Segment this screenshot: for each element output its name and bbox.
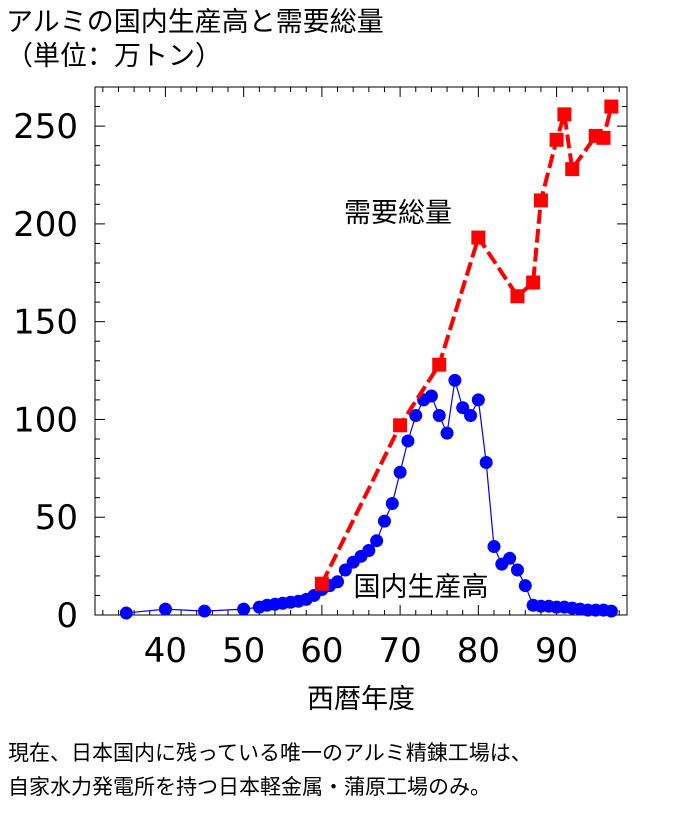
production-point xyxy=(518,579,532,593)
demand-point xyxy=(549,132,564,147)
series-line-demand xyxy=(320,106,614,585)
title-line-1: アルミの国内生産高と需要総量 xyxy=(6,7,384,38)
production-point xyxy=(393,465,407,479)
x-tick-label: 80 xyxy=(457,631,500,671)
production-point xyxy=(440,426,454,440)
y-tick-label: 50 xyxy=(35,498,78,538)
series-label-production: 国内生産高 xyxy=(354,572,489,603)
caption-line-2: 自家水力発電所を持つ日本軽金属・蒲原工場のみ。 xyxy=(8,775,491,799)
production-point xyxy=(479,455,493,469)
demand-point xyxy=(510,289,525,304)
x-tick-label: 50 xyxy=(222,631,265,671)
production-point xyxy=(503,551,517,565)
demand-point xyxy=(533,193,548,208)
production-point xyxy=(510,563,524,577)
y-tick-label: 150 xyxy=(13,303,78,343)
production-point xyxy=(370,534,384,548)
y-tick-label: 0 xyxy=(56,596,78,636)
demand-point xyxy=(557,107,572,122)
x-tick-label: 40 xyxy=(144,631,187,671)
x-tick-label: 60 xyxy=(300,631,343,671)
production-point xyxy=(385,497,399,511)
production-point xyxy=(331,575,345,589)
demand-point xyxy=(604,99,619,114)
production-point xyxy=(362,543,376,557)
plot-frame xyxy=(94,86,628,616)
demand-point xyxy=(526,275,541,290)
production-point xyxy=(237,602,251,616)
production-point xyxy=(432,409,446,423)
production-point xyxy=(119,606,133,620)
demand-point xyxy=(596,130,611,145)
x-axis-label: 西暦年度 xyxy=(307,684,415,715)
production-point xyxy=(471,393,485,407)
demand-point xyxy=(432,357,447,372)
production-point xyxy=(424,389,438,403)
demand-point xyxy=(565,162,580,177)
production-point xyxy=(409,409,423,423)
production-point xyxy=(377,514,391,528)
production-point xyxy=(198,604,212,618)
caption-line-1: 現在、日本国内に残っている唯一のアルミ精錬工場は、 xyxy=(8,741,532,765)
x-tick-label: 70 xyxy=(378,631,421,671)
title-line-2: （単位：万トン） xyxy=(6,41,222,72)
y-tick-label: 250 xyxy=(13,107,78,147)
demand-point xyxy=(471,230,486,245)
production-point xyxy=(401,434,415,448)
demand-point xyxy=(393,418,408,433)
caption: 現在、日本国内に残っている唯一のアルミ精錬工場は、 自家水力発電所を持つ日本軽金… xyxy=(8,736,532,804)
demand-point xyxy=(314,576,329,591)
x-tick-label: 90 xyxy=(535,631,578,671)
y-tick-label: 200 xyxy=(13,205,78,245)
production-point xyxy=(487,540,501,554)
production-point xyxy=(464,409,478,423)
production-point xyxy=(158,602,172,616)
production-point xyxy=(604,604,618,618)
production-point xyxy=(448,373,462,387)
chart-title: アルミの国内生産高と需要総量 （単位：万トン） xyxy=(6,6,384,74)
series-label-demand: 需要総量 xyxy=(344,198,452,229)
y-tick-label: 100 xyxy=(13,400,78,440)
